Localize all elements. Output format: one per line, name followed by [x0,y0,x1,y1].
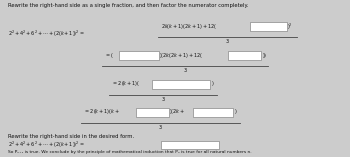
Text: So Pₖ₊₁ is true. We conclude by the principle of mathematical induction that Pₙ : So Pₖ₊₁ is true. We conclude by the prin… [8,149,251,154]
FancyBboxPatch shape [135,108,169,117]
Text: $)^2$: $)^2$ [287,21,293,32]
Text: Rewrite the right-hand side as a single fraction, and then factor the numerator : Rewrite the right-hand side as a single … [8,3,248,8]
Text: 3: 3 [226,39,229,44]
FancyBboxPatch shape [228,51,261,60]
Text: Rewrite the right-hand side in the desired form.: Rewrite the right-hand side in the desir… [8,134,134,139]
Text: $=($: $=($ [105,51,115,60]
Text: $)$: $)$ [211,79,214,88]
Text: $))$: $))$ [262,51,267,60]
Text: $)(2k+$: $)(2k+$ [169,107,186,116]
Text: $=2(k+1)($: $=2(k+1)($ [112,79,140,88]
Text: $)$: $)$ [234,107,237,116]
Text: $)(2k(2k+1)+12($: $)(2k(2k+1)+12($ [159,51,203,60]
Text: $2^2+4^2+6^2+\cdots+(2(k+1))^2=$: $2^2+4^2+6^2+\cdots+(2(k+1))^2=$ [8,139,84,150]
Text: $2k(k+1)(2k+1)+12($: $2k(k+1)(2k+1)+12($ [161,22,217,31]
FancyBboxPatch shape [161,141,219,149]
FancyBboxPatch shape [250,22,287,31]
Text: 3: 3 [183,68,187,73]
Text: 3: 3 [161,97,164,102]
Text: $=2(k+1)(k+$: $=2(k+1)(k+$ [84,107,120,116]
Text: $2^2+4^2+6^2+\cdots+(2(k+1))^2=$: $2^2+4^2+6^2+\cdots+(2(k+1))^2=$ [8,29,84,39]
FancyBboxPatch shape [152,80,210,89]
FancyBboxPatch shape [119,51,159,60]
Text: 3: 3 [159,125,162,130]
FancyBboxPatch shape [193,108,233,117]
